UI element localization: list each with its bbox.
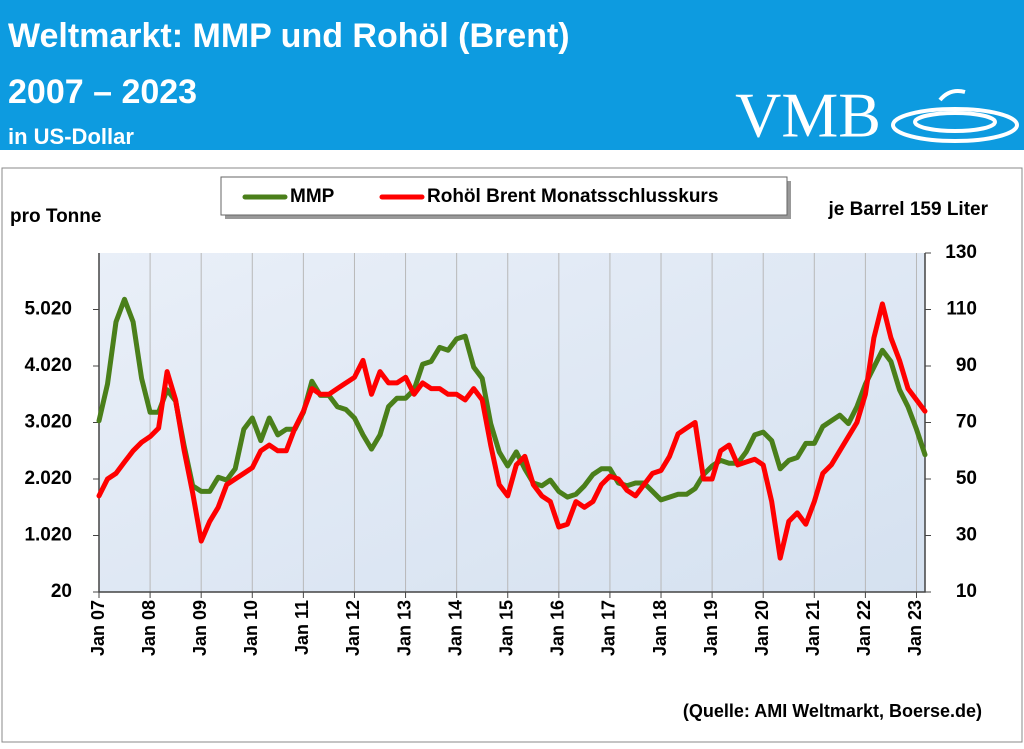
source: (Quelle: AMI Weltmarkt, Boerse.de) xyxy=(683,701,982,721)
chart-title: 2007 – 2023 xyxy=(8,73,197,111)
legend xyxy=(220,176,788,216)
x-tick-label: Jan 17 xyxy=(599,600,619,656)
legend-label: MMP xyxy=(290,186,335,207)
chart-subtitle: in US-Dollar xyxy=(8,124,134,149)
x-tick-label: Jan 20 xyxy=(752,600,772,656)
x-tick-label: Jan 21 xyxy=(803,600,823,656)
x-tick-label: Jan 11 xyxy=(292,600,312,655)
y-tick-label: 3.020 xyxy=(24,412,72,433)
x-tick-label: Jan 12 xyxy=(343,600,363,656)
legend-label: Rohöl Brent Monatsschlusskurs xyxy=(427,186,718,207)
y2-tick-label: 70 xyxy=(956,412,977,433)
logo-mark xyxy=(891,89,1019,143)
x-tick-label: Jan 09 xyxy=(190,600,210,656)
y-tick-label: 4.020 xyxy=(24,355,72,376)
y2-tick-label: 30 xyxy=(956,525,977,546)
frame xyxy=(1,167,1023,743)
x-tick-label: Jan 10 xyxy=(241,600,261,656)
x-tick-label: Jan 19 xyxy=(701,600,721,656)
y-tick-label: 5.020 xyxy=(24,299,72,320)
x-tick-label: Jan 13 xyxy=(394,600,414,656)
logo: VMB xyxy=(735,80,881,151)
x-tick-label: Jan 18 xyxy=(650,600,670,656)
y-tick-label: 20 xyxy=(51,581,72,602)
y2-tick-label: 50 xyxy=(956,468,977,489)
header xyxy=(0,0,1024,150)
y2-axis-label: je Barrel 159 Liter xyxy=(828,199,989,220)
y2-tick-label: 110 xyxy=(946,299,977,320)
x-tick-label: Jan 14 xyxy=(445,600,465,656)
plot-area xyxy=(99,253,925,592)
x-tick-label: Jan 15 xyxy=(496,600,516,656)
y-axis-label: pro Tonne xyxy=(10,206,101,227)
y-tick-label: 2.020 xyxy=(24,468,72,489)
y-tick-label: 1.020 xyxy=(24,525,72,546)
y2-tick-label: 10 xyxy=(956,581,977,602)
series-line xyxy=(96,296,928,503)
y2-tick-label: 130 xyxy=(945,242,977,263)
series-line xyxy=(96,301,928,561)
x-tick-label: Jan 08 xyxy=(139,600,159,656)
x-tick-label: Jan 16 xyxy=(548,600,568,656)
x-tick-label: Jan 07 xyxy=(88,600,108,656)
x-tick-label: Jan 23 xyxy=(905,600,925,656)
y2-tick-label: 90 xyxy=(956,355,977,376)
chart-title: Weltmarkt: MMP und Rohöl (Brent) xyxy=(8,17,570,55)
x-tick-label: Jan 22 xyxy=(854,600,874,656)
